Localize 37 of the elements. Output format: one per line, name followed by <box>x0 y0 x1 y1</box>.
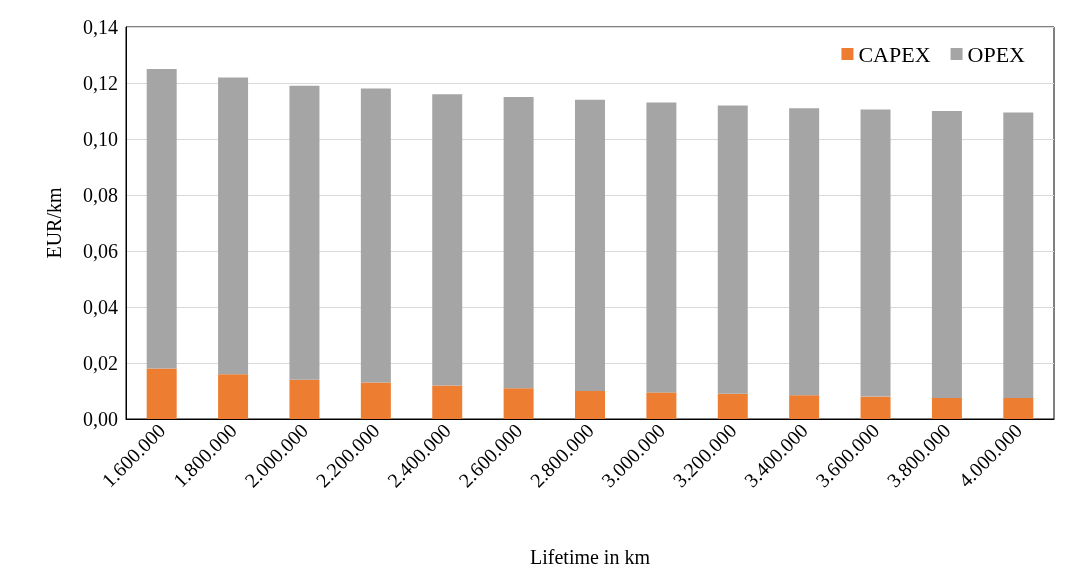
legend-label: CAPEX <box>858 41 931 67</box>
bar <box>432 94 463 386</box>
x-axis-title: Lifetime in km <box>530 546 651 568</box>
y-tick-label: 0,08 <box>83 184 118 206</box>
bar <box>931 398 962 419</box>
bar <box>432 385 463 419</box>
bar <box>289 379 320 419</box>
bar <box>931 111 962 398</box>
legend-label: OPEX <box>967 41 1026 67</box>
y-tick-label: 0,06 <box>83 240 118 262</box>
bar <box>1003 112 1034 398</box>
bar <box>218 374 249 419</box>
bar <box>146 69 177 369</box>
bar <box>503 388 534 419</box>
bar <box>646 392 677 419</box>
bar <box>360 382 391 419</box>
bar <box>289 85 320 380</box>
y-tick-label: 0,10 <box>83 128 118 150</box>
bar <box>860 396 891 419</box>
bar <box>717 105 748 394</box>
y-tick-label: 0,02 <box>83 352 118 374</box>
bar <box>146 368 177 419</box>
bar <box>789 108 820 396</box>
bar <box>646 102 677 393</box>
bar <box>1003 398 1034 419</box>
bar <box>360 88 391 383</box>
bar <box>575 99 605 391</box>
bar <box>575 391 605 419</box>
y-tick-label: 0,04 <box>83 296 118 318</box>
y-tick-label: 0,12 <box>83 72 118 94</box>
bar <box>789 395 820 419</box>
bar <box>218 77 249 375</box>
bar <box>717 393 748 419</box>
bar <box>503 97 534 389</box>
bar <box>860 109 891 397</box>
y-axis-title: EUR/km <box>43 187 65 259</box>
y-tick-label: 0,14 <box>83 16 118 38</box>
